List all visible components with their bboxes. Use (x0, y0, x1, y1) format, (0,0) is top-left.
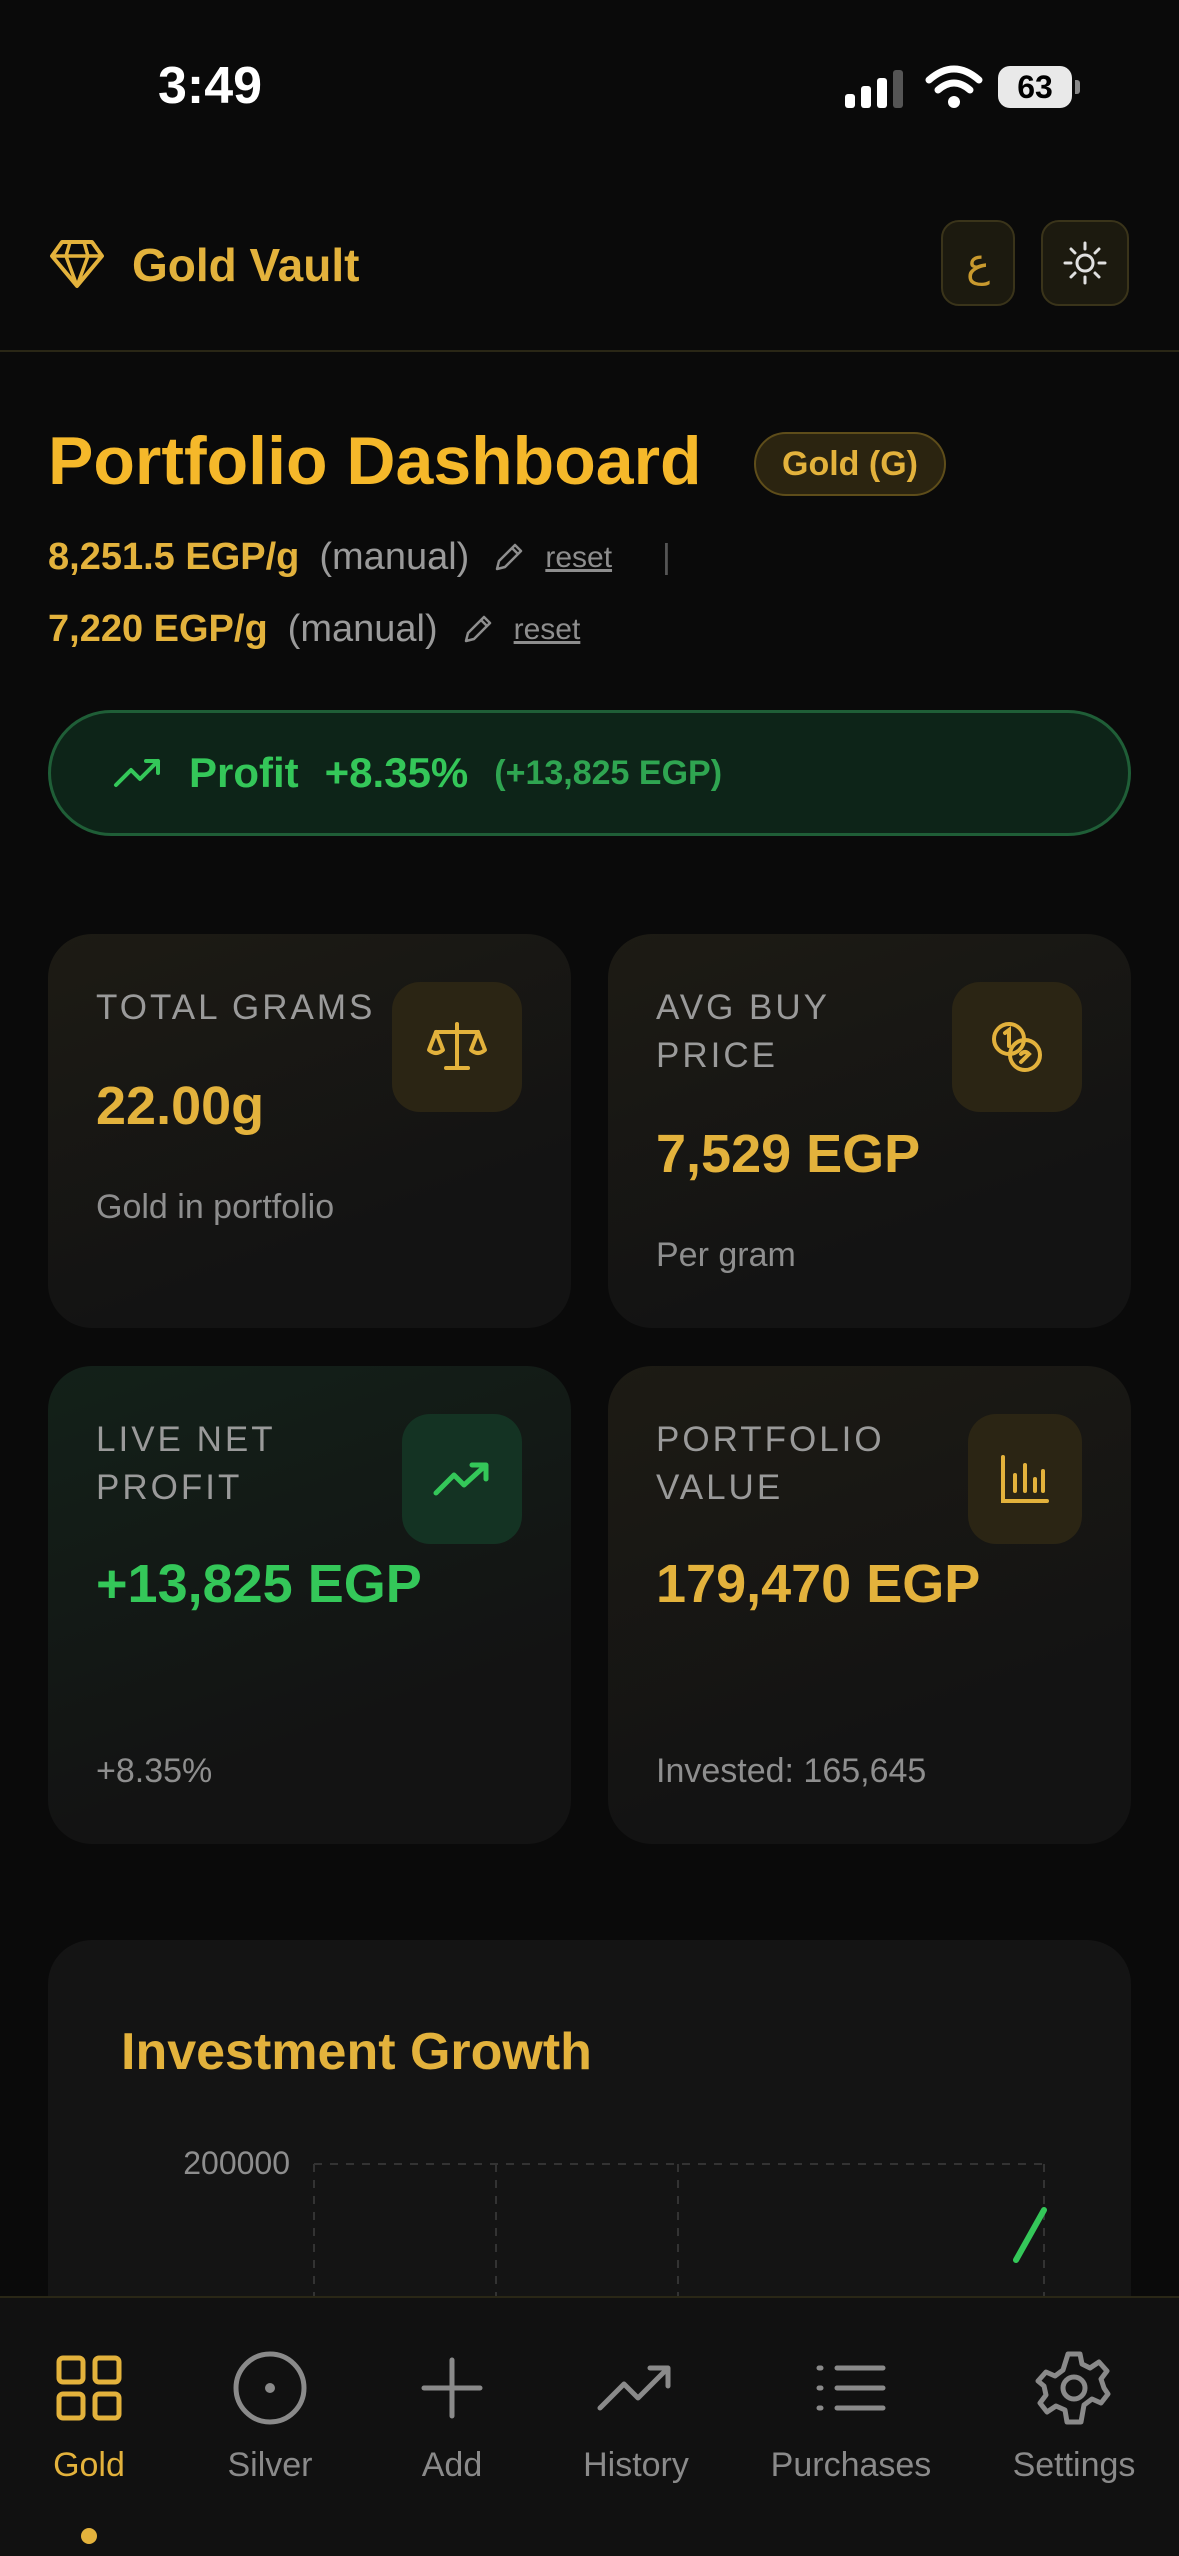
wifi-icon (925, 65, 983, 108)
card-label: LIVE NET PROFIT (96, 1420, 275, 1507)
nav-label: Settings (1012, 2446, 1136, 2484)
price-value: 7,220 EGP/g (48, 608, 268, 650)
reset-link[interactable]: reset (545, 540, 613, 574)
secondary-price-line: 7,220 EGP/g (manual) reset (48, 608, 580, 651)
language-toggle-button[interactable]: ع (941, 220, 1015, 306)
price-value: 8,251.5 EGP/g (48, 536, 300, 578)
reset-link[interactable]: reset (513, 612, 581, 646)
profit-banner: Profit +8.35% (+13,825 EGP) (48, 710, 1131, 836)
price-source: (manual) (319, 536, 470, 578)
gem-icon (50, 240, 104, 288)
trending-up-icon (433, 1462, 489, 1496)
card-icon-container (952, 982, 1082, 1112)
card-subtext: Invested: 165,645 (656, 1752, 927, 1790)
nav-label: Gold (53, 2446, 125, 2484)
nav-item-history[interactable]: History (541, 2348, 731, 2485)
nav-label: History (583, 2446, 689, 2484)
bottom-navigation: Gold Silver Add History Purchases (0, 2296, 1179, 2556)
card-value: 7,529 EGP (656, 1124, 921, 1184)
list-icon (816, 2365, 886, 2411)
status-time: 3:49 (158, 57, 263, 115)
nav-item-gold[interactable]: Gold (0, 2348, 184, 2544)
nav-label: Add (421, 2446, 483, 2484)
profit-percent: +8.35% (324, 749, 469, 796)
metal-badge: Gold (G) (754, 432, 946, 496)
card-label: AVG BUY PRICE (656, 988, 830, 1075)
card-label: TOTAL GRAMS (96, 988, 376, 1027)
pencil-icon[interactable] (460, 613, 494, 647)
chart-title: Investment Growth (121, 2023, 592, 2081)
card-subtext: Per gram (656, 1236, 796, 1274)
nav-item-add[interactable]: Add (357, 2348, 547, 2485)
portfolio-value-card: PORTFOLIO VALUE 179,470 EGP Invested: 16… (608, 1366, 1131, 1844)
separator: | (662, 538, 671, 576)
bar-chart-icon (1001, 1455, 1049, 1503)
page-title: Portfolio Dashboard (48, 423, 702, 499)
card-icon-container (402, 1414, 522, 1544)
avg-buy-price-card: AVG BUY PRICE 7,529 EGP Per gram (608, 934, 1131, 1328)
circle-dot-icon (233, 2351, 307, 2425)
nav-label: Silver (227, 2446, 313, 2484)
total-grams-card: TOTAL GRAMS 22.00g Gold in portfolio (48, 934, 571, 1328)
card-icon-container (968, 1414, 1082, 1544)
profit-label: Profit (189, 749, 299, 796)
active-indicator-dot (81, 2528, 97, 2544)
trending-up-icon (114, 759, 160, 787)
battery-indicator: 63 (998, 66, 1080, 108)
card-value: +13,825 EGP (96, 1554, 422, 1614)
series-line (1013, 2207, 1047, 2263)
nav-item-silver[interactable]: Silver (175, 2348, 365, 2485)
plus-icon (421, 2357, 483, 2419)
profit-amount: (+13,825 EGP) (494, 753, 723, 792)
pencil-icon[interactable] (491, 541, 525, 575)
battery-cap (1075, 80, 1080, 94)
card-icon-container (392, 982, 522, 1112)
gear-icon (1035, 2351, 1111, 2425)
card-subtext: Gold in portfolio (96, 1188, 335, 1226)
grid-icon (56, 2355, 122, 2421)
card-label: PORTFOLIO VALUE (656, 1420, 885, 1507)
battery-level: 63 (998, 66, 1072, 108)
card-subtext: +8.35% (96, 1752, 213, 1790)
card-value: 179,470 EGP (656, 1554, 981, 1614)
nav-item-purchases[interactable]: Purchases (756, 2348, 946, 2485)
gold-price-line: 8,251.5 EGP/g (manual) reset | (48, 536, 671, 579)
scale-icon (427, 1022, 487, 1070)
coins-icon (992, 1022, 1042, 1072)
card-value: 22.00g (96, 1076, 265, 1136)
live-net-profit-card: LIVE NET PROFIT +13,825 EGP +8.35% (48, 1366, 571, 1844)
theme-toggle-button[interactable] (1041, 220, 1129, 306)
trending-up-icon (597, 2365, 671, 2411)
status-bar: 3:49 63 (0, 0, 1179, 170)
app-header: Gold Vault ع (0, 190, 1179, 352)
cellular-signal-icon (845, 70, 903, 108)
y-tick-label: 200000 (183, 2145, 290, 2181)
nav-label: Purchases (770, 2446, 932, 2484)
sun-icon (1063, 241, 1107, 285)
nav-item-settings[interactable]: Settings (979, 2348, 1169, 2485)
app-title: Gold Vault (132, 239, 360, 291)
price-source: (manual) (287, 608, 438, 650)
